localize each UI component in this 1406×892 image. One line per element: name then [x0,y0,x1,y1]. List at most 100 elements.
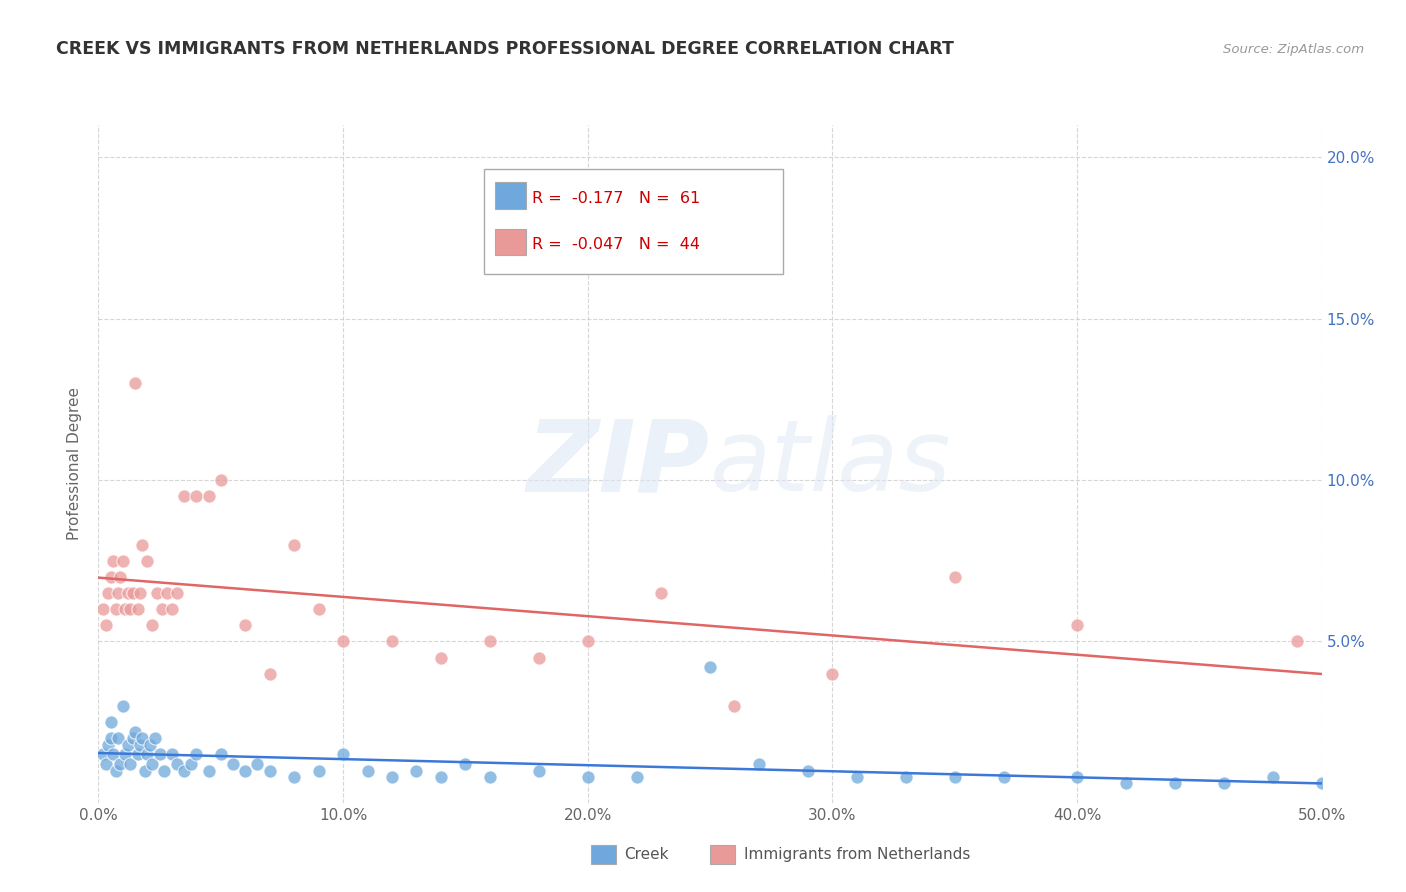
Point [197,764,219,778]
Text: atlas: atlas [710,416,952,512]
Text: R =  -0.177   N =  61: R = -0.177 N = 61 [531,191,700,206]
Point [186,747,208,762]
Point [149,747,172,762]
Point [332,747,354,762]
Point [127,747,149,762]
Point [156,586,179,600]
Point [993,770,1015,784]
Point [110,570,132,584]
Point [146,586,169,600]
Point [110,757,132,772]
Point [283,537,305,551]
Point [120,757,142,772]
Point [576,634,599,648]
Point [233,764,256,778]
Point [131,537,153,551]
Point [943,570,966,584]
Point [134,764,156,778]
Point [381,634,404,648]
Point [117,738,139,752]
Point [209,747,232,762]
Point [1286,634,1309,648]
Point [153,764,176,778]
Point [222,757,245,772]
Point [131,731,153,746]
Point [454,757,477,772]
Point [91,602,114,616]
Point [259,666,281,681]
Y-axis label: Professional Degree: Professional Degree [67,387,83,541]
Point [173,764,195,778]
Point [356,764,378,778]
Point [845,770,868,784]
Point [121,731,143,746]
Point [405,764,427,778]
Point [150,602,173,616]
Point [894,770,917,784]
Point [120,602,142,616]
Point [129,738,152,752]
Point [136,747,159,762]
Point [527,650,550,665]
Point [111,698,134,713]
Point [478,770,501,784]
Point [97,738,120,752]
Text: ZIP: ZIP [527,416,710,512]
Point [650,586,672,600]
Point [136,554,159,568]
Point [1066,618,1088,632]
Point [1164,776,1187,790]
Point [160,747,183,762]
Point [111,554,134,568]
Point [180,757,202,772]
Point [430,650,453,665]
Point [97,586,120,600]
Point [626,770,648,784]
Text: Creek: Creek [624,847,669,862]
Point [100,731,122,746]
Point [797,764,820,778]
Point [430,770,453,784]
Point [100,715,122,730]
Point [186,489,208,503]
Point [141,757,163,772]
Point [478,634,501,648]
Text: CREEK VS IMMIGRANTS FROM NETHERLANDS PROFESSIONAL DEGREE CORRELATION CHART: CREEK VS IMMIGRANTS FROM NETHERLANDS PRO… [56,40,955,58]
Point [259,764,281,778]
Point [332,634,354,648]
Point [121,586,143,600]
Point [100,570,122,584]
Point [308,764,330,778]
Point [381,770,404,784]
Text: Immigrants from Netherlands: Immigrants from Netherlands [744,847,970,862]
Point [101,554,124,568]
Point [127,602,149,616]
Point [1066,770,1088,784]
Point [104,764,127,778]
Point [114,602,136,616]
Point [139,738,162,752]
Point [141,618,163,632]
Point [124,376,146,391]
Text: Source: ZipAtlas.com: Source: ZipAtlas.com [1223,43,1364,55]
Point [197,489,219,503]
Point [1310,776,1333,790]
Point [576,770,599,784]
Point [723,698,745,713]
Point [748,757,770,772]
Point [143,731,166,746]
Point [308,602,330,616]
Point [166,586,188,600]
Point [129,586,152,600]
Point [209,473,232,487]
Point [233,618,256,632]
Point [246,757,269,772]
Point [1212,776,1234,790]
Point [160,602,183,616]
Point [699,660,721,674]
Point [1261,770,1284,784]
Point [117,586,139,600]
Point [173,489,195,503]
Point [283,770,305,784]
Point [91,747,114,762]
